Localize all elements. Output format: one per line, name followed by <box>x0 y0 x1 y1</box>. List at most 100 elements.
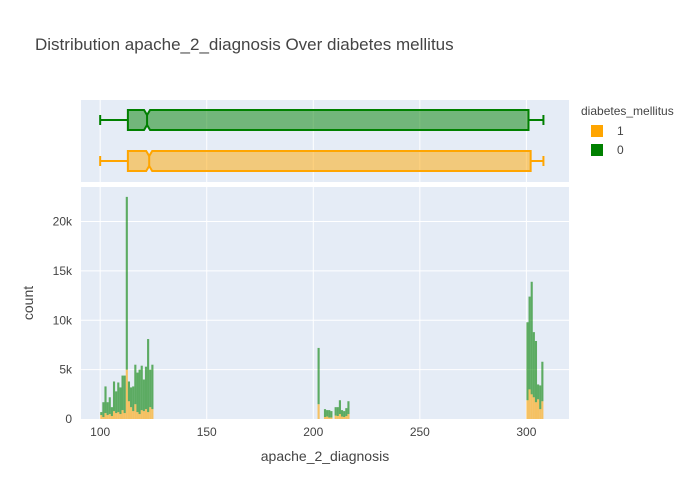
histogram-bar-series-1[interactable] <box>338 414 341 419</box>
histogram-bar-series-0[interactable] <box>326 410 329 417</box>
histogram-bar-series-0[interactable] <box>336 407 339 417</box>
histogram-bar-series-1[interactable] <box>142 411 145 419</box>
histogram-bar-series-1[interactable] <box>140 410 143 419</box>
histogram-bar-series-1[interactable] <box>330 417 333 419</box>
histogram-bar-series-1[interactable] <box>334 415 337 419</box>
histogram-bar-series-0[interactable] <box>149 369 152 408</box>
histogram-bar-series-1[interactable] <box>340 416 344 419</box>
histogram-bar-series-1[interactable] <box>345 416 348 419</box>
histogram-bar-series-0[interactable] <box>140 365 143 411</box>
histogram-bar-series-1[interactable] <box>149 407 152 419</box>
histogram-bar-series-0[interactable] <box>317 347 320 405</box>
histogram-bars[interactable] <box>100 196 544 419</box>
histogram-bar-series-1[interactable] <box>539 409 542 419</box>
histogram-bar-series-0[interactable] <box>110 407 113 417</box>
histogram-bar-series-0[interactable] <box>104 386 107 414</box>
histogram-bar-series-1[interactable] <box>102 417 105 419</box>
histogram-bar-series-0[interactable] <box>345 408 348 417</box>
legend-label-1[interactable]: 1 <box>617 124 624 138</box>
histogram-bar-series-0[interactable] <box>127 381 131 402</box>
histogram-bar-series-0[interactable] <box>106 402 109 416</box>
histogram-bar-series-0[interactable] <box>138 369 141 415</box>
histogram-bar-series-1[interactable] <box>127 401 131 419</box>
histogram-bar-series-1[interactable] <box>326 416 329 419</box>
histogram-bar-series-1[interactable] <box>336 416 339 419</box>
histogram-bar-series-1[interactable] <box>530 394 533 419</box>
histogram-bar-series-1[interactable] <box>121 410 124 419</box>
box-plot-series-0[interactable] <box>99 109 545 131</box>
histogram-bar-series-0[interactable] <box>539 385 542 410</box>
histogram-bar-series-0[interactable] <box>123 375 126 414</box>
histogram-bar-series-1[interactable] <box>323 417 327 419</box>
histogram-bar-series-1[interactable] <box>119 414 122 419</box>
histogram-bar-series-0[interactable] <box>102 402 105 418</box>
histogram-bar-series-1[interactable] <box>115 413 118 419</box>
histogram-bar-series-0[interactable] <box>112 381 116 412</box>
histogram-bar-series-0[interactable] <box>117 382 120 413</box>
histogram-bar-series-0[interactable] <box>347 401 350 415</box>
histogram-bar-series-1[interactable] <box>537 399 540 419</box>
histogram-bar-series-1[interactable] <box>106 415 109 419</box>
box-plot-series-1[interactable] <box>99 150 545 172</box>
histogram-bar-series-0[interactable] <box>334 407 337 416</box>
histogram-bar-series-0[interactable] <box>534 341 538 403</box>
histogram-bar-series-1[interactable] <box>117 412 120 419</box>
box-plots[interactable] <box>99 109 545 172</box>
histogram-bar-series-1[interactable] <box>125 369 128 419</box>
legend-swatch-1[interactable] <box>591 125 603 137</box>
histogram-bar-series-0[interactable] <box>147 339 150 413</box>
legend-swatch-0[interactable] <box>591 144 603 156</box>
legend-label-0[interactable]: 0 <box>617 143 624 157</box>
histogram-bar-series-1[interactable] <box>112 411 116 419</box>
legend[interactable]: diabetes_mellitus 1 0 <box>581 104 674 157</box>
histogram-bar-series-0[interactable] <box>121 375 124 411</box>
histogram-bar-series-1[interactable] <box>328 417 331 419</box>
histogram-bar-series-1[interactable] <box>144 409 148 419</box>
histogram-bar-series-1[interactable] <box>532 397 535 419</box>
histogram-bar-series-0[interactable] <box>130 387 133 408</box>
histogram-bar-series-1[interactable] <box>528 389 531 419</box>
histogram-bar-series-0[interactable] <box>144 366 148 410</box>
histogram-bar-series-1[interactable] <box>132 411 135 419</box>
histogram-bar-series-1[interactable] <box>136 412 139 419</box>
histogram-bar-series-0[interactable] <box>526 322 529 401</box>
histogram-bar-series-0[interactable] <box>142 379 145 412</box>
histogram-bar-series-1[interactable] <box>134 404 137 419</box>
histogram-bar-series-0[interactable] <box>134 364 137 405</box>
histogram-bar-series-1[interactable] <box>108 414 111 419</box>
histogram-bar-series-0[interactable] <box>125 196 128 370</box>
histogram-bar-series-0[interactable] <box>528 296 531 390</box>
histogram-bar-series-0[interactable] <box>108 397 111 415</box>
histogram-bar-series-1[interactable] <box>130 407 133 419</box>
histogram-bar-series-1[interactable] <box>138 414 141 419</box>
histogram-bar-series-1[interactable] <box>541 401 544 419</box>
histogram-bar-series-0[interactable] <box>119 387 122 415</box>
histogram-bar-series-1[interactable] <box>343 417 346 419</box>
histogram-bar-series-1[interactable] <box>123 413 126 419</box>
histogram-bar-series-0[interactable] <box>340 410 344 417</box>
histogram-bar-series-0[interactable] <box>100 412 103 416</box>
histogram-bar-series-0[interactable] <box>136 372 139 413</box>
histogram-bar-series-1[interactable] <box>147 412 150 419</box>
histogram-bar-series-1[interactable] <box>526 400 529 419</box>
histogram-bar-series-1[interactable] <box>104 413 107 419</box>
histogram-bar-series-1[interactable] <box>317 404 320 419</box>
histogram-bar-series-1[interactable] <box>347 414 350 419</box>
histogram-bar-series-0[interactable] <box>537 384 540 400</box>
histogram-bar-series-0[interactable] <box>330 411 333 418</box>
histogram-bar-series-1[interactable] <box>110 416 113 419</box>
histogram-bar-series-1[interactable] <box>100 415 103 419</box>
histogram-bar-series-0[interactable] <box>323 409 327 418</box>
histogram-bar-series-0[interactable] <box>115 391 118 414</box>
histogram-bar-series-0[interactable] <box>541 361 544 402</box>
histogram-bar-series-0[interactable] <box>132 386 135 412</box>
histogram-bar-series-0[interactable] <box>532 332 535 398</box>
histogram-bar-series-0[interactable] <box>328 410 331 418</box>
histogram-bar-series-0[interactable] <box>151 364 154 410</box>
histogram-bar-series-0[interactable] <box>343 411 346 418</box>
histogram-bar-series-1[interactable] <box>151 409 154 419</box>
histogram-bar-series-0[interactable] <box>530 281 533 395</box>
histogram-bar-series-0[interactable] <box>338 400 341 415</box>
histogram-bar-series-1[interactable] <box>534 402 538 419</box>
y-tick-label: 0 <box>65 412 72 426</box>
